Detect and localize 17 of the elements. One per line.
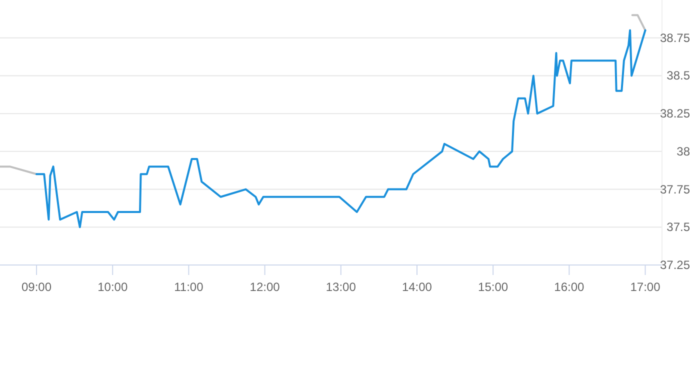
x-tick-label: 11:00 xyxy=(174,280,204,294)
x-tick-label: 12:00 xyxy=(250,280,280,294)
y-tick-label: 37.75 xyxy=(660,182,690,196)
y-tick-label: 38.25 xyxy=(660,106,690,121)
x-tick-label: 16:00 xyxy=(554,280,585,294)
y-tick-label: 37.5 xyxy=(666,220,690,234)
x-tick-label: 17:00 xyxy=(630,280,661,294)
x-tick-label: 14:00 xyxy=(402,280,432,294)
x-tick-label: 10:00 xyxy=(98,280,128,294)
y-tick-label: 38.75 xyxy=(660,30,690,45)
y-tick-label: 37.25 xyxy=(660,258,690,272)
x-tick-label: 15:00 xyxy=(478,280,508,294)
y-tick-label: 38 xyxy=(676,144,690,158)
y-tick-label: 38.5 xyxy=(666,68,690,83)
line-series xyxy=(36,29,646,228)
x-tick-label: 09:00 xyxy=(22,280,52,294)
x-tick-label: 13:00 xyxy=(326,280,356,294)
